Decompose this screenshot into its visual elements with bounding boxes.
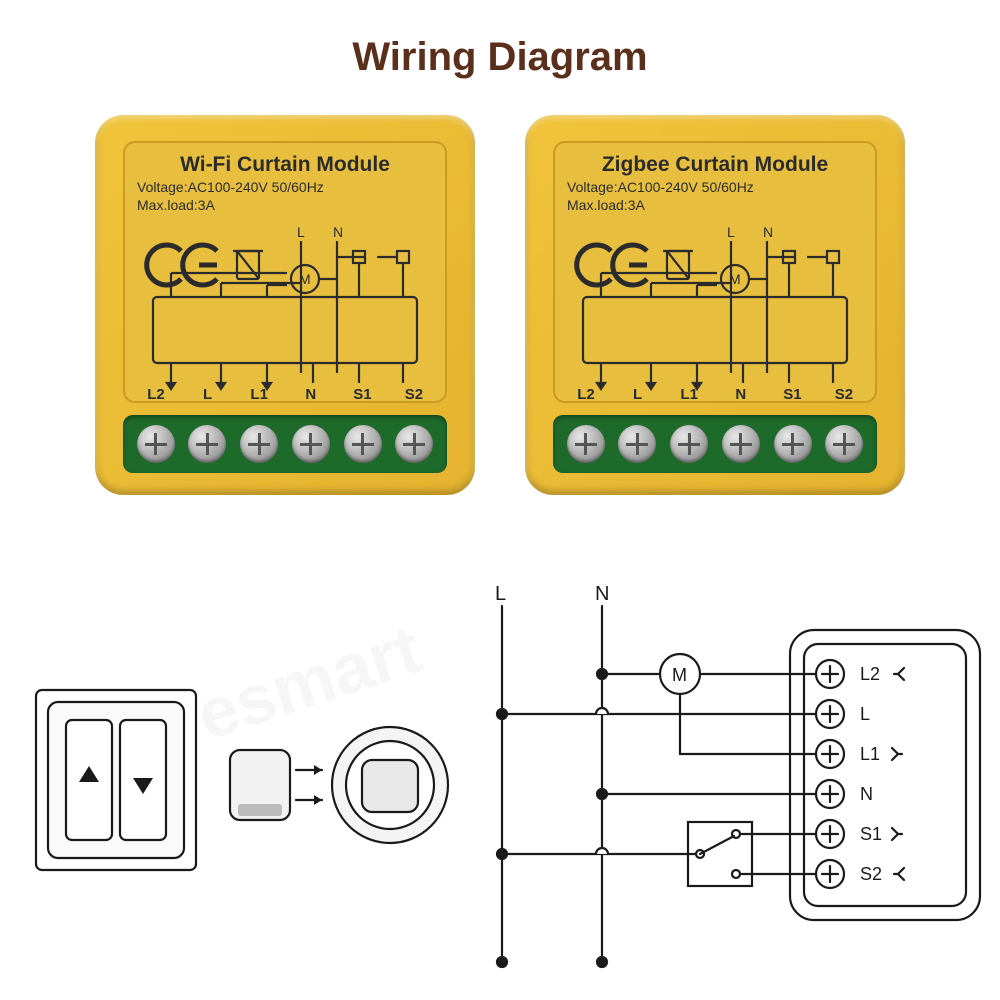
modules-row: Wi-Fi Curtain Module Voltage:AC100-240V … [0,115,1000,495]
term-s1: S1 [343,386,381,403]
term-l2: L2 [137,386,175,403]
screw-icon [567,425,605,463]
svg-text:L: L [860,704,870,724]
term-l: L [189,386,227,403]
svg-text:N: N [860,784,873,804]
term-n: N [722,386,760,403]
module-schematic: L N [137,223,433,395]
screw-icon [188,425,226,463]
module-name: Zigbee Curtain Module [567,153,863,177]
svg-text:N: N [763,224,773,240]
module-voltage: Voltage:AC100-240V 50/60Hz [567,179,863,195]
svg-text:L: L [495,583,506,605]
term-l1: L1 [670,386,708,403]
module-maxload: Max.load:3A [137,197,433,213]
module-zigbee: Zigbee Curtain Module Voltage:AC100-240V… [525,115,905,495]
screw-icon [395,425,433,463]
screw-icon [670,425,708,463]
svg-text:S2: S2 [860,864,882,884]
svg-text:L1: L1 [860,744,880,764]
screw-icon [722,425,760,463]
wiring-schematic-svg: L N L2 L L1 [0,570,1000,1000]
terminal-strip [553,415,877,473]
screw-icon [292,425,330,463]
svg-text:M: M [729,271,741,287]
page-title: Wiring Diagram [0,0,1000,80]
module-wifi: Wi-Fi Curtain Module Voltage:AC100-240V … [95,115,475,495]
svg-text:M: M [299,271,311,287]
screw-icon [774,425,812,463]
screw-icon [825,425,863,463]
module-name: Wi-Fi Curtain Module [137,153,433,177]
terminal-labels: L2 L L1 N S1 S2 [137,386,433,403]
svg-text:M: M [672,665,687,685]
module-face: Wi-Fi Curtain Module Voltage:AC100-240V … [123,141,447,403]
screw-icon [240,425,278,463]
screw-icon [344,425,382,463]
term-l2: L2 [567,386,605,403]
schematic-svg: L N [137,223,433,393]
svg-text:S1: S1 [860,824,882,844]
module-voltage: Voltage:AC100-240V 50/60Hz [137,179,433,195]
term-l1: L1 [240,386,278,403]
module-maxload: Max.load:3A [567,197,863,213]
screw-icon [618,425,656,463]
bottom-diagram: kayesmart [0,570,1000,1000]
terminal-labels: L2 L L1 N S1 S2 [567,386,863,403]
term-s2: S2 [825,386,863,403]
term-l: L [619,386,657,403]
term-s1: S1 [773,386,811,403]
schematic-svg: L N [567,223,863,393]
terminal-strip [123,415,447,473]
module-face: Zigbee Curtain Module Voltage:AC100-240V… [553,141,877,403]
screw-icon [137,425,175,463]
term-s2: S2 [395,386,433,403]
term-n: N [292,386,330,403]
svg-text:N: N [595,583,609,605]
svg-text:L: L [297,224,305,240]
svg-text:L2: L2 [860,664,880,684]
svg-text:L: L [727,224,735,240]
svg-text:N: N [333,224,343,240]
module-schematic: L N [567,223,863,395]
